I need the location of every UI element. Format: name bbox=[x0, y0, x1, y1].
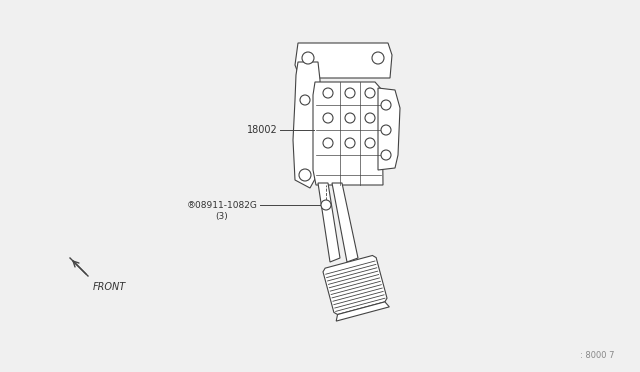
Polygon shape bbox=[313, 82, 383, 185]
Polygon shape bbox=[378, 88, 400, 170]
Text: FRONT: FRONT bbox=[93, 282, 126, 292]
Circle shape bbox=[381, 100, 391, 110]
Text: : 8000 7: : 8000 7 bbox=[580, 351, 615, 360]
Circle shape bbox=[323, 138, 333, 148]
Text: ®08911-1082G: ®08911-1082G bbox=[187, 201, 258, 209]
Circle shape bbox=[345, 113, 355, 123]
Circle shape bbox=[381, 125, 391, 135]
Circle shape bbox=[299, 169, 311, 181]
Circle shape bbox=[323, 88, 333, 98]
Polygon shape bbox=[332, 183, 358, 262]
Circle shape bbox=[365, 138, 375, 148]
Circle shape bbox=[372, 52, 384, 64]
Circle shape bbox=[345, 88, 355, 98]
Circle shape bbox=[345, 138, 355, 148]
Polygon shape bbox=[323, 256, 387, 314]
Circle shape bbox=[321, 200, 331, 210]
Polygon shape bbox=[295, 43, 392, 78]
Circle shape bbox=[365, 113, 375, 123]
Text: 18002: 18002 bbox=[247, 125, 278, 135]
Circle shape bbox=[381, 150, 391, 160]
Polygon shape bbox=[293, 62, 320, 188]
Circle shape bbox=[300, 95, 310, 105]
Circle shape bbox=[302, 52, 314, 64]
Text: (3): (3) bbox=[215, 212, 228, 221]
Circle shape bbox=[365, 88, 375, 98]
Polygon shape bbox=[318, 183, 340, 262]
Polygon shape bbox=[336, 302, 389, 321]
Circle shape bbox=[323, 113, 333, 123]
